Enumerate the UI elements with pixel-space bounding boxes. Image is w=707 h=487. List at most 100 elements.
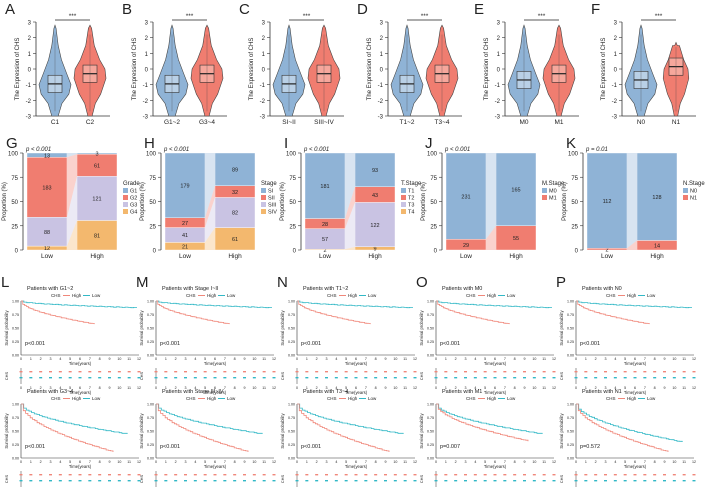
risk-count-high xyxy=(672,371,676,373)
risk-count-low xyxy=(233,480,237,482)
x-category-label: Low xyxy=(179,253,191,260)
segment-label: 9 xyxy=(373,247,376,253)
km-curve xyxy=(576,300,692,309)
group-label: G1~2 xyxy=(164,119,180,126)
p-value: p=0.572 xyxy=(580,444,600,450)
risk-count-low xyxy=(58,480,62,482)
km-legend-label: Low xyxy=(92,396,101,401)
risk-count-high xyxy=(354,474,358,476)
y-tick-label: 1 xyxy=(614,52,618,58)
risk-count-high xyxy=(334,474,338,476)
km-legend-label: CHS xyxy=(51,293,61,298)
risk-count-low xyxy=(295,377,299,379)
risk-x-tick: 10 xyxy=(672,386,676,390)
y-tick-label: 0.50 xyxy=(288,430,295,434)
km-legend-label: CHS xyxy=(186,293,196,298)
y-tick-label: -1 xyxy=(378,83,384,89)
km-legend-label: CHS xyxy=(327,396,337,401)
y-axis-label: Proportion (%) xyxy=(562,182,568,221)
risk-count-high xyxy=(78,474,82,476)
risk-x-tick: 7 xyxy=(224,386,226,390)
km-legend-label: Low xyxy=(507,293,516,298)
connector-band xyxy=(345,202,355,250)
x-tick-label: 9 xyxy=(244,357,246,361)
risk-count-low xyxy=(633,480,637,482)
legend-label: SIV xyxy=(268,210,277,216)
risk-x-tick: 6 xyxy=(214,386,216,390)
risk-count-low xyxy=(354,480,358,482)
risk-count-high xyxy=(623,371,627,373)
y-tick-label: 100 xyxy=(427,152,438,158)
km-legend-label: Low xyxy=(368,396,377,401)
x-tick-label: 10 xyxy=(393,357,397,361)
y-tick-label: 0 xyxy=(293,249,297,255)
risk-count-high xyxy=(88,474,92,476)
x-tick-label: 1 xyxy=(445,460,447,464)
risk-count-high xyxy=(334,371,338,373)
risk-count-high xyxy=(39,474,43,476)
risk-x-tick: 3 xyxy=(50,386,52,390)
y-tick-label: 100 xyxy=(146,152,157,158)
y-tick-label: -2 xyxy=(495,99,501,105)
risk-count-high xyxy=(604,371,607,373)
y-axis-label: Survival probability xyxy=(559,413,564,449)
risk-count-high xyxy=(49,474,52,476)
connector-band xyxy=(486,225,496,250)
risk-x-tick: 3 xyxy=(605,386,607,390)
x-tick-label: 0 xyxy=(155,357,157,361)
x-tick-label: 6 xyxy=(494,357,496,361)
connector-band xyxy=(205,153,215,218)
risk-x-tick: 1 xyxy=(585,386,587,390)
legend-label: G3 xyxy=(130,203,137,209)
y-tick-label: 0 xyxy=(434,249,438,255)
risk-x-tick: 11 xyxy=(542,386,546,390)
x-tick-label: 8 xyxy=(654,357,656,361)
y-tick-label: 0.25 xyxy=(12,340,19,344)
x-tick-label: 3 xyxy=(465,460,467,464)
legend-swatch xyxy=(401,202,406,207)
y-tick-label: -2 xyxy=(612,99,618,105)
legend-swatch xyxy=(683,195,688,200)
risk-x-tick: 5 xyxy=(204,386,206,390)
risk-count-low xyxy=(344,377,348,379)
km-title: Patients with T1~2 xyxy=(303,286,348,292)
km-legend-label: High xyxy=(487,396,497,401)
connector-band xyxy=(627,153,637,249)
x-category-label: High xyxy=(368,253,382,260)
risk-count-high xyxy=(403,474,407,476)
risk-count-high xyxy=(272,371,276,373)
km-curve xyxy=(297,300,371,325)
risk-count-high xyxy=(68,474,72,476)
risk-count-high xyxy=(403,371,407,373)
legend-label: SII xyxy=(268,196,275,202)
risk-count-high xyxy=(542,474,546,476)
x-category-label: Low xyxy=(460,253,472,260)
y-tick-label: 2 xyxy=(497,36,501,42)
y-tick-label: 0.25 xyxy=(427,443,434,447)
y-tick-label: -2 xyxy=(143,99,149,105)
group-label: C2 xyxy=(86,119,95,126)
risk-x-tick: 1 xyxy=(445,386,447,390)
risk-count-low xyxy=(262,377,266,379)
y-tick-label: 25 xyxy=(289,224,296,230)
y-tick-label: 0.75 xyxy=(12,313,19,317)
km-curve xyxy=(156,300,272,309)
risk-count-low xyxy=(413,480,417,482)
x-tick-label: 4 xyxy=(335,460,337,464)
x-tick-label: 0 xyxy=(296,357,298,361)
risk-x-tick: 10 xyxy=(117,386,121,390)
km-legend-label: CHS xyxy=(606,293,616,298)
x-tick-label: 0 xyxy=(20,357,22,361)
risk-count-high xyxy=(305,371,309,373)
x-tick-label: 8 xyxy=(654,460,656,464)
x-tick-label: 0 xyxy=(435,460,437,464)
x-tick-label: 10 xyxy=(252,357,256,361)
y-tick-label: 1 xyxy=(380,52,384,58)
km-title: Patients with Stage I~II xyxy=(162,286,219,292)
connector-band xyxy=(345,153,355,219)
risk-x-tick: 2 xyxy=(40,386,42,390)
